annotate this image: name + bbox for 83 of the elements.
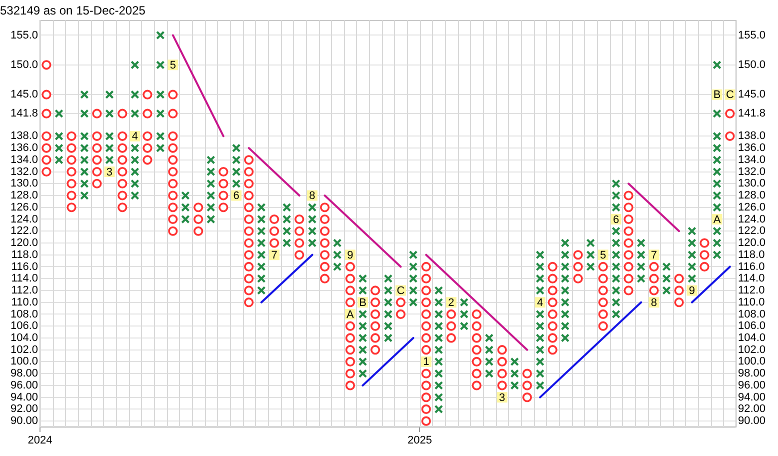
y2-tick-label: 128.0 (738, 190, 766, 202)
y-tick-label: 126.0 (10, 201, 38, 214)
y2-tick-label: 138.0 (738, 130, 766, 142)
x-tick-label: 2025 (407, 434, 432, 447)
y-tick-label: 124.0 (10, 213, 38, 226)
y2-tick-label: 150.0 (738, 58, 766, 71)
annotation: 5 (600, 249, 606, 262)
annotation: 4 (132, 130, 138, 143)
annotation: 7 (650, 249, 658, 262)
annotation: 8 (650, 296, 658, 309)
annotation: B (713, 89, 721, 102)
annotation: A (346, 308, 355, 321)
y2-tick-label: 155.0 (738, 29, 766, 42)
y-tick-label: 106.0 (10, 320, 38, 332)
y-tick-label: 122.0 (10, 225, 38, 238)
y2-tick-label: 145.0 (738, 88, 766, 101)
y2-tick-label: 92.00 (738, 403, 766, 416)
annotation: 8 (309, 190, 316, 202)
y-tick-label: 155.0 (10, 29, 38, 42)
annotation: 6 (233, 190, 240, 202)
y-tick-label: 96.00 (10, 379, 38, 392)
annotation: C (396, 285, 405, 298)
annotation: C (726, 89, 734, 102)
y2-tick-label: 102.0 (738, 344, 766, 356)
y2-tick-label: 114.0 (738, 272, 765, 285)
y2-tick-label: 118.0 (738, 248, 765, 261)
annotation: 3 (499, 392, 506, 404)
y-tick-label: 120.0 (10, 237, 38, 250)
y-tick-label: 118.0 (11, 248, 38, 261)
y-tick-label: 114.0 (11, 272, 38, 285)
y2-tick-label: 104.0 (738, 332, 766, 344)
y2-tick-label: 132.0 (738, 166, 766, 178)
y2-tick-label: 130.0 (738, 178, 766, 190)
y-tick-label: 94.00 (10, 391, 38, 404)
y-tick-label: 130.0 (10, 178, 38, 190)
y2-tick-label: 120.0 (738, 237, 766, 250)
y-tick-label: 134.0 (10, 154, 38, 166)
annotation: 5 (170, 59, 176, 72)
y2-tick-label: 90.00 (738, 415, 766, 428)
y-tick-label: 104.0 (10, 332, 38, 344)
y-tick-label: 98.00 (10, 368, 38, 380)
y-tick-label: 128.0 (10, 190, 38, 202)
y2-tick-label: 116.0 (738, 260, 765, 273)
chart-title: 532149 as on 15-Dec-2025 (0, 4, 146, 18)
y-tick-label: 110.0 (11, 296, 38, 308)
annotation: 6 (612, 214, 620, 226)
annotation: 2 (448, 296, 454, 309)
annotation: 7 (271, 249, 278, 262)
annotation: 9 (347, 249, 354, 262)
y2-tick-label: 108.0 (738, 308, 766, 320)
annotation: 9 (688, 285, 696, 298)
y2-tick-label: 124.0 (738, 213, 766, 226)
y-tick-label: 132.0 (10, 166, 38, 178)
y2-tick-label: 134.0 (738, 154, 766, 166)
y-tick-label: 92.00 (10, 403, 38, 416)
x-tick-label: 2024 (28, 434, 52, 447)
y2-tick-label: 100.0 (738, 356, 766, 368)
y-tick-label: 116.0 (11, 260, 38, 273)
y-tick-label: 141.8 (10, 108, 38, 120)
y2-tick-label: 141.8 (738, 108, 766, 120)
y2-tick-label: 126.0 (738, 201, 766, 214)
y2-tick-label: 94.00 (738, 391, 766, 404)
annotation: 4 (537, 296, 544, 309)
y2-tick-label: 136.0 (738, 142, 766, 154)
y-tick-label: 102.0 (10, 344, 38, 356)
y-tick-label: 100.0 (10, 356, 38, 368)
y2-tick-label: 112.0 (738, 284, 765, 297)
y-tick-label: 108.0 (10, 308, 38, 320)
y-tick-label: 138.0 (10, 130, 38, 142)
y-tick-label: 150.0 (10, 58, 38, 71)
annotation: 1 (423, 356, 430, 368)
annotation: A (713, 214, 722, 226)
y-tick-label: 90.00 (10, 415, 38, 428)
y-tick-label: 136.0 (10, 142, 38, 154)
annotation: 3 (106, 166, 113, 178)
y2-tick-label: 110.0 (738, 296, 765, 308)
y2-tick-label: 122.0 (738, 225, 766, 238)
y2-tick-label: 96.00 (738, 379, 766, 392)
annotation: B (359, 296, 366, 309)
y2-tick-label: 106.0 (738, 320, 766, 332)
y2-tick-label: 98.00 (738, 368, 766, 380)
y-tick-label: 112.0 (11, 284, 38, 297)
y-tick-label: 145.0 (10, 88, 38, 101)
